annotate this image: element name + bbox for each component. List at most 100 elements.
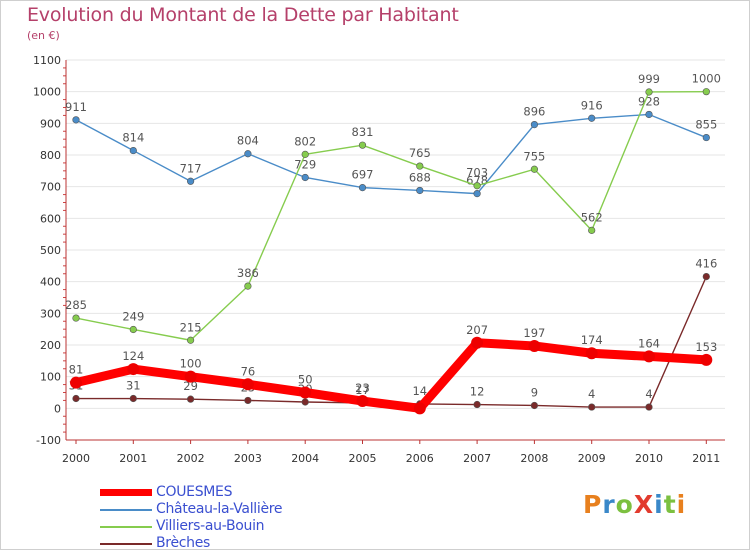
data-label: 386 <box>237 266 259 280</box>
data-label: 804 <box>237 134 259 148</box>
data-point <box>129 394 137 403</box>
data-point <box>530 120 539 129</box>
data-point <box>645 88 653 96</box>
y-tick-label: 0 <box>54 402 61 415</box>
data-point <box>244 282 252 290</box>
data-label: 153 <box>695 340 717 354</box>
data-point <box>413 402 426 415</box>
data-point <box>301 398 309 406</box>
data-label: 831 <box>352 125 374 139</box>
data-point <box>473 182 481 190</box>
data-label: 697 <box>352 168 374 182</box>
data-point <box>588 226 596 234</box>
data-point <box>588 114 596 122</box>
logo-letter: i <box>676 490 687 519</box>
data-label: 31 <box>126 379 141 393</box>
data-point <box>187 177 195 185</box>
data-label: 755 <box>523 149 545 163</box>
series-line <box>75 90 707 341</box>
x-tick-label: 2006 <box>406 452 434 465</box>
data-label: 29 <box>183 379 198 393</box>
data-point <box>72 116 80 124</box>
data-label: 285 <box>65 298 87 312</box>
x-tick-label: 2002 <box>177 452 205 465</box>
x-tick-label: 2011 <box>692 452 720 465</box>
data-point <box>700 353 713 366</box>
data-point <box>72 314 80 322</box>
data-label: 17 <box>355 383 370 397</box>
data-label: 814 <box>122 131 144 145</box>
series-line <box>75 113 707 195</box>
legend-swatch <box>100 526 152 528</box>
data-point <box>358 184 367 192</box>
data-point <box>244 150 252 158</box>
data-point <box>471 336 484 349</box>
y-tick-label: 1000 <box>33 86 61 99</box>
data-label: 9 <box>531 385 538 399</box>
data-point <box>528 339 541 352</box>
data-point <box>244 396 252 405</box>
x-tick-label: 2003 <box>234 452 262 465</box>
legend-label: Brèches <box>156 535 211 551</box>
data-point <box>530 165 539 173</box>
data-point <box>643 350 655 363</box>
series-line <box>71 338 711 413</box>
data-label: 50 <box>298 373 313 387</box>
x-tick-label: 2005 <box>349 452 377 465</box>
data-point <box>301 150 309 158</box>
data-point <box>129 146 137 155</box>
data-point <box>702 133 710 142</box>
data-label: 928 <box>638 94 660 108</box>
data-point <box>530 401 539 410</box>
legend-label: COUESMES <box>156 484 233 500</box>
data-label: 197 <box>523 326 545 340</box>
logo-letter: X <box>633 490 655 519</box>
x-tick-label: 2009 <box>578 452 606 465</box>
data-point <box>645 110 653 119</box>
proxiti-logo: ProXiti <box>583 490 686 519</box>
data-point <box>702 88 710 96</box>
data-label: 12 <box>470 385 485 399</box>
logo-letter: P <box>583 490 603 519</box>
data-label: 562 <box>581 210 603 224</box>
series-line <box>75 275 707 408</box>
x-tick-label: 2001 <box>119 452 147 465</box>
data-point <box>70 376 82 389</box>
data-label: 14 <box>412 384 427 398</box>
chart-title: Evolution du Montant de la Dette par Hab… <box>27 4 459 26</box>
chart-subtitle: (en €) <box>27 29 60 42</box>
x-tick-label: 2004 <box>291 452 319 465</box>
data-point <box>299 386 312 399</box>
data-label: 802 <box>294 134 316 148</box>
data-label: 717 <box>180 161 202 175</box>
data-point <box>356 395 369 408</box>
data-point <box>129 325 137 334</box>
data-label: 1000 <box>692 72 721 86</box>
legend-swatch <box>100 543 152 545</box>
x-tick-label: 2008 <box>520 452 548 465</box>
data-label: 911 <box>65 100 87 114</box>
data-label: 896 <box>523 105 545 119</box>
data-point <box>72 394 80 403</box>
data-label: 855 <box>695 118 717 132</box>
legend-label: Château-la-Vallière <box>156 501 283 517</box>
data-label: 729 <box>294 157 316 171</box>
data-point <box>358 141 367 149</box>
x-tick-label: 2007 <box>463 452 491 465</box>
y-tick-label: 300 <box>40 307 61 320</box>
y-tick-label: 200 <box>40 339 61 352</box>
data-label: 23 <box>355 381 370 395</box>
legend-swatch <box>100 489 152 496</box>
data-label: 765 <box>409 146 431 160</box>
data-point <box>585 347 598 360</box>
data-label: 81 <box>69 363 84 377</box>
y-tick-label: 100 <box>40 371 61 384</box>
x-tick-label: 2000 <box>62 452 90 465</box>
data-point <box>473 400 481 409</box>
data-point <box>416 162 424 170</box>
logo-letter: t <box>663 490 677 519</box>
data-point <box>301 173 309 182</box>
logo-letter: o <box>615 490 634 519</box>
data-point <box>588 403 596 411</box>
